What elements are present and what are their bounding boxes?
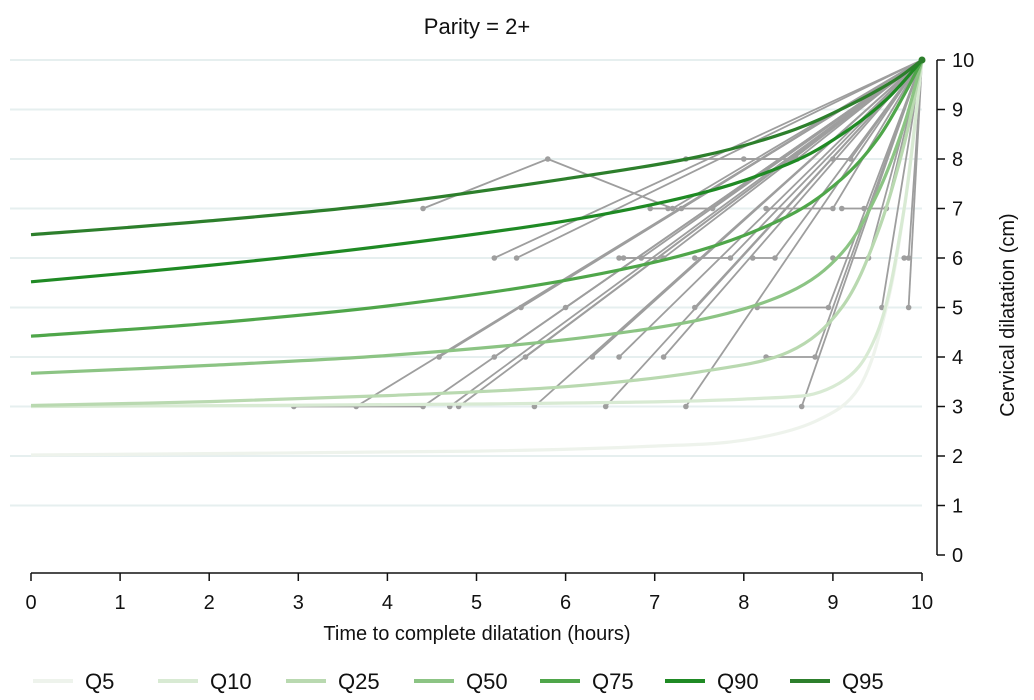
endpoint-marker bbox=[918, 56, 926, 64]
legend-item-q95: Q95 bbox=[790, 669, 884, 694]
trajectory-point bbox=[491, 255, 498, 261]
legend-item-q90: Q90 bbox=[665, 669, 759, 694]
trajectory-8 bbox=[493, 59, 923, 259]
trajectory-point bbox=[727, 255, 734, 261]
trajectory-point bbox=[420, 205, 426, 212]
trajectory-point bbox=[620, 255, 627, 261]
trajectory-7 bbox=[841, 59, 923, 210]
trajectory-point bbox=[830, 205, 836, 212]
x-tick-label: 8 bbox=[738, 592, 749, 614]
curve-q25 bbox=[30, 59, 924, 408]
y-axis-title: Cervical dilatation (cm) bbox=[997, 213, 1019, 416]
y-tick-label: 8 bbox=[952, 149, 963, 171]
trajectory-point bbox=[825, 304, 832, 311]
x-tick-label: 7 bbox=[649, 592, 660, 614]
y-tick-label: 1 bbox=[952, 496, 963, 518]
legend-item-q5: Q5 bbox=[33, 669, 114, 694]
trajectory-25 bbox=[662, 59, 923, 358]
trajectory-point bbox=[812, 354, 818, 360]
curve-q95 bbox=[30, 58, 923, 237]
legend-label: Q75 bbox=[592, 669, 634, 694]
trajectory-point bbox=[905, 255, 912, 261]
trajectory-31 bbox=[533, 59, 923, 408]
legend-item-q25: Q25 bbox=[286, 669, 380, 694]
curve-q50 bbox=[30, 59, 924, 375]
y-tick-label: 7 bbox=[952, 199, 963, 221]
axes: 0 1 2 3 4 5 6 7 8 9 10 0 1 2 3 4 5 6 7 8 9 10 bbox=[25, 50, 974, 614]
trajectory-point bbox=[901, 255, 907, 261]
trajectory-point bbox=[544, 156, 551, 162]
trajectory-9 bbox=[516, 59, 923, 259]
trajectory-point bbox=[839, 205, 845, 212]
curve-q75 bbox=[30, 59, 924, 338]
trajectory-point bbox=[660, 354, 667, 360]
y-tick-label: 6 bbox=[952, 248, 963, 270]
legend-label: Q25 bbox=[338, 669, 380, 694]
y-tick-label: 0 bbox=[952, 545, 963, 567]
y-tick-label: 2 bbox=[952, 446, 963, 468]
x-tick-label: 6 bbox=[560, 592, 571, 614]
legend-label: Q95 bbox=[842, 669, 884, 694]
y-tick-label: 3 bbox=[952, 397, 963, 419]
trajectory-point bbox=[531, 403, 538, 410]
x-tick-label: 10 bbox=[911, 592, 933, 614]
y-tick-label: 10 bbox=[952, 50, 974, 72]
legend-item-q75: Q75 bbox=[540, 669, 634, 694]
trajectory-point bbox=[763, 205, 769, 212]
trajectory-0 bbox=[422, 59, 923, 210]
x-axis-title: Time to complete dilatation (hours) bbox=[323, 623, 630, 645]
trajectory-point bbox=[513, 255, 520, 261]
trajectory-point bbox=[905, 304, 912, 311]
x-tick-label: 2 bbox=[204, 592, 215, 614]
trajectory-30 bbox=[458, 59, 923, 408]
legend-label: Q10 bbox=[210, 669, 252, 694]
legend-label: Q50 bbox=[466, 669, 508, 694]
trajectory-point bbox=[616, 354, 622, 360]
trajectory-point bbox=[616, 255, 622, 261]
trajectory-point bbox=[647, 205, 654, 212]
trajectory-point bbox=[879, 304, 885, 311]
y-tick-label: 5 bbox=[952, 298, 963, 320]
chart-title: Parity = 2+ bbox=[424, 14, 530, 39]
trajectory-point bbox=[602, 403, 609, 410]
trajectory-28 bbox=[355, 59, 923, 408]
trajectory-point bbox=[798, 403, 805, 410]
trajectory-point bbox=[741, 156, 747, 162]
y-tick-label: 9 bbox=[952, 100, 963, 122]
legend-item-q10: Q10 bbox=[158, 669, 252, 694]
y-tick-label: 4 bbox=[952, 347, 963, 369]
trajectory-point bbox=[772, 255, 778, 261]
x-tick-label: 5 bbox=[471, 592, 482, 614]
trajectory-34 bbox=[800, 59, 923, 407]
legend-label: Q90 bbox=[717, 669, 759, 694]
x-tick-label: 9 bbox=[827, 592, 838, 614]
x-tick-label: 0 bbox=[25, 592, 36, 614]
x-tick-label: 1 bbox=[115, 592, 126, 614]
legend-label: Q5 bbox=[85, 669, 114, 694]
trajectory-point bbox=[665, 205, 671, 212]
legend: Q5 Q10 Q25 Q50 Q75 Q90 Q95 bbox=[33, 669, 884, 694]
trajectory-32 bbox=[605, 59, 923, 408]
trajectory-24 bbox=[618, 59, 923, 358]
quantile-curves bbox=[30, 56, 926, 457]
x-tick-label: 4 bbox=[382, 592, 393, 614]
x-tick-label: 3 bbox=[293, 592, 304, 614]
trajectory-point bbox=[683, 403, 689, 410]
trajectory-33 bbox=[685, 59, 923, 408]
curve-q90 bbox=[30, 58, 924, 284]
legend-item-q50: Q50 bbox=[414, 669, 508, 694]
curve-q10 bbox=[30, 59, 924, 409]
trajectory-point bbox=[691, 255, 698, 261]
